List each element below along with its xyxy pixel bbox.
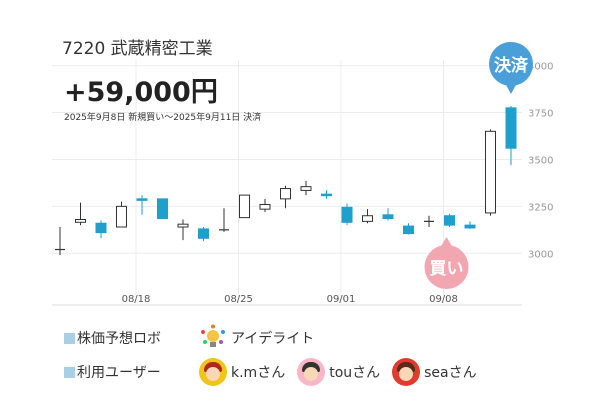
user-name: seaさん (424, 365, 477, 381)
y-tick-label: 4000 (528, 62, 553, 73)
candle-body (300, 186, 312, 191)
robot-pill[interactable]: アイデライト (199, 324, 314, 352)
trade-period: 2025年9月8日 新規買い〜2025年9月11日 決済 (64, 113, 262, 123)
settle-badge-pointer (505, 82, 517, 94)
candles (55, 105, 517, 256)
buy-badge-label: 買い (430, 259, 464, 279)
candle-body (362, 215, 373, 222)
y-tick-label: 3250 (528, 202, 553, 213)
x-tick-label: 08/18 (122, 294, 151, 305)
candle-body (75, 218, 86, 223)
buy-badge (424, 245, 469, 290)
legend-square-icon (64, 366, 75, 378)
x-tick-label: 09/08 (429, 294, 458, 305)
candle-body (239, 194, 250, 219)
candle-body (95, 222, 107, 234)
legend-robot-label: 株価予想ロボ (77, 331, 161, 347)
user-pill-sea[interactable]: seaさん (392, 358, 477, 386)
user-pill-tou[interactable]: touさん (297, 358, 380, 386)
candle-body (157, 198, 168, 220)
robot-name: アイデライト (231, 331, 315, 347)
avatar-tou-icon (297, 358, 326, 386)
legend-users-row: 利用ユーザー k.mさん touさん seaさん (64, 358, 489, 386)
avatar-sea-icon (392, 358, 421, 386)
candle-body (485, 130, 496, 214)
candle-body (116, 205, 127, 228)
candle-body (464, 224, 476, 229)
legend-robot-row: 株価予想ロボ アイデライト (64, 324, 326, 352)
buy-badge-pointer (440, 237, 453, 248)
settle-badge-label: 決済 (494, 55, 529, 76)
x-tick-label: 09/01 (327, 294, 356, 305)
candle-body (280, 188, 291, 200)
y-tick-label: 3000 (528, 249, 553, 260)
candle-body (382, 214, 394, 220)
user-name: k.mさん (231, 365, 286, 381)
candle-body (444, 215, 455, 226)
lightbulb-icon (199, 324, 227, 352)
y-tick-label: 3750 (528, 109, 553, 120)
chart-axis: 3000 3250 3500 3750 4000 08/18 08/25 09/01 09/08 (122, 62, 554, 305)
candle-body (136, 198, 148, 201)
candle-body (198, 228, 209, 239)
legend-square-icon (64, 332, 75, 344)
candle-body (505, 107, 517, 149)
settle-badge (489, 41, 533, 86)
chart-grid (52, 60, 522, 306)
user-name: touさん (329, 365, 381, 381)
candle-body (177, 223, 189, 228)
user-pill-km[interactable]: k.mさん (199, 358, 285, 386)
candle-body (259, 203, 271, 210)
stock-title: 7220 武蔵精密工業 (62, 39, 213, 59)
profit-amount: +59,000円 (64, 77, 218, 108)
avatar-km-icon (199, 358, 227, 386)
candle-body (341, 206, 353, 223)
legend-users-label: 利用ユーザー (77, 365, 161, 381)
candle-body (403, 225, 414, 235)
candle-body (321, 193, 332, 197)
x-tick-label: 08/25 (224, 294, 253, 305)
y-tick-label: 3500 (528, 155, 553, 166)
